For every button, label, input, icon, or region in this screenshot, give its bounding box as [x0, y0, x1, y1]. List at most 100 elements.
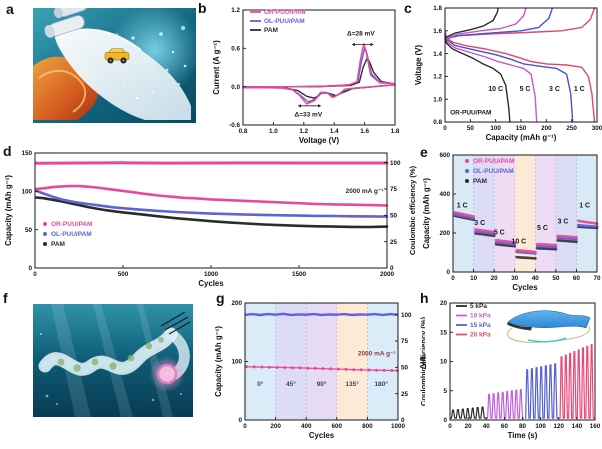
svg-text:3 C: 3 C: [474, 220, 485, 227]
pressure-response-chart: 0 20 40 60 80 100 120 140 160 0 5 10 15 20 Time (s) ΔI/…: [419, 300, 601, 440]
svg-text:100: 100: [390, 160, 401, 167]
svg-text:45°: 45°: [286, 380, 296, 388]
svg-text:Voltage (V): Voltage (V): [299, 136, 340, 145]
flexible-battery-sheet: [55, 29, 191, 121]
svg-text:Time (s): Time (s): [508, 431, 538, 440]
svg-text:200: 200: [270, 423, 281, 430]
svg-text:3 C: 3 C: [549, 86, 560, 93]
svg-text:70: 70: [593, 275, 601, 282]
rollers: [44, 8, 88, 38]
svg-text:1.6: 1.6: [433, 28, 442, 35]
svg-text:60: 60: [573, 275, 581, 282]
svg-text:400: 400: [301, 423, 312, 430]
svg-text:40: 40: [532, 275, 540, 282]
svg-text:15 kPa: 15 kPa: [470, 322, 491, 329]
svg-text:3 C: 3 C: [558, 219, 569, 226]
svg-text:150: 150: [516, 125, 527, 132]
svg-text:50: 50: [390, 212, 398, 219]
svg-text:0.6: 0.6: [231, 46, 240, 53]
svg-text:75: 75: [390, 186, 398, 193]
bubbles: [39, 332, 182, 405]
battery-rollout-illustration: [33, 8, 196, 123]
panel-label-d: d: [3, 143, 12, 159]
svg-text:400: 400: [439, 191, 450, 198]
svg-text:2000 mA g⁻¹: 2000 mA g⁻¹: [358, 351, 396, 358]
svg-text:15: 15: [440, 329, 448, 336]
panel-label-h: h: [420, 290, 429, 306]
bending-angle-cycling-chart: 0 200 400 600 800 100001002000255075100Coulom…: [214, 300, 425, 440]
svg-text:Δ=28 mV: Δ=28 mV: [347, 31, 375, 38]
svg-text:0.8: 0.8: [433, 119, 442, 126]
svg-text:60: 60: [501, 423, 509, 430]
svg-text:OL-PUU/PAM: OL-PUU/PAM: [51, 231, 92, 238]
svg-text:1000: 1000: [204, 271, 219, 278]
svg-text:ΔI/I₀: ΔI/I₀: [419, 353, 428, 369]
panel-label-g: g: [216, 290, 225, 306]
rate-capability-chart: 0 10 20 30 40 50 60 70 0 200 400 600 Cycles Capacity …: [422, 152, 601, 292]
svg-text:50: 50: [467, 125, 475, 132]
svg-text:Capacity (mAh g⁻¹): Capacity (mAh g⁻¹): [4, 175, 13, 246]
svg-text:Capacity (mAh g⁻¹): Capacity (mAh g⁻¹): [486, 133, 557, 142]
svg-text:5 C: 5 C: [520, 86, 531, 93]
svg-text:Cycles: Cycles: [198, 279, 224, 288]
svg-text:OR-PUU/PAM: OR-PUU/PAM: [264, 9, 305, 16]
svg-text:0.0: 0.0: [231, 84, 240, 91]
sensor-dark-edge: [507, 322, 532, 331]
svg-text:1500: 1500: [292, 271, 307, 278]
svg-text:10: 10: [470, 275, 478, 282]
svg-text:OR-PUU/PAM: OR-PUU/PAM: [473, 158, 514, 165]
svg-text:10 C: 10 C: [488, 86, 503, 93]
svg-text:20: 20: [440, 300, 448, 307]
svg-text:1000: 1000: [391, 423, 406, 430]
svg-text:0: 0: [243, 423, 247, 430]
svg-text:200: 200: [231, 300, 242, 307]
svg-text:PAM: PAM: [473, 178, 487, 185]
svg-text:Voltage (V): Voltage (V): [414, 45, 423, 86]
fiber-cross-section: [156, 363, 178, 385]
long-term-cycling-chart: 0 500 1000 1500 20000501001500255075100Coulo…: [4, 150, 417, 288]
svg-text:-0.6: -0.6: [229, 122, 240, 129]
svg-text:0: 0: [446, 269, 450, 276]
sensor-cyan-lead: [527, 337, 567, 343]
svg-text:Capacity (mAh g⁻¹): Capacity (mAh g⁻¹): [214, 326, 223, 397]
svg-text:0°: 0°: [257, 380, 264, 388]
svg-text:100: 100: [490, 125, 501, 132]
svg-text:1.4: 1.4: [330, 128, 339, 135]
flame-swirl: [38, 69, 87, 113]
svg-text:10 kPa: 10 kPa: [470, 313, 491, 320]
svg-text:25: 25: [401, 391, 409, 398]
svg-text:0: 0: [451, 275, 455, 282]
svg-text:Cycles: Cycles: [309, 431, 335, 440]
svg-text:0: 0: [443, 125, 447, 132]
svg-text:PAM: PAM: [51, 241, 65, 248]
svg-text:OR-PUU/PAM: OR-PUU/PAM: [51, 221, 92, 228]
svg-text:Δ=33 mV: Δ=33 mV: [295, 112, 323, 119]
svg-text:2000: 2000: [380, 271, 395, 278]
svg-text:OR-PUU/PAM: OR-PUU/PAM: [450, 110, 491, 117]
svg-text:150: 150: [21, 150, 32, 157]
svg-text:200: 200: [541, 125, 552, 132]
svg-text:5 C: 5 C: [537, 225, 548, 232]
panel-label-c: c: [404, 0, 412, 16]
svg-text:50: 50: [552, 275, 560, 282]
pressure-sensor-inset-illustration: [506, 310, 591, 343]
svg-text:0: 0: [238, 417, 242, 424]
svg-text:10: 10: [440, 359, 448, 366]
svg-text:5 C: 5 C: [494, 230, 505, 237]
svg-text:0: 0: [28, 265, 32, 272]
svg-text:1.0: 1.0: [269, 128, 278, 135]
svg-text:100: 100: [231, 359, 242, 366]
svg-text:1 C: 1 C: [457, 203, 468, 210]
svg-text:0: 0: [390, 265, 394, 272]
panel-label-f: f: [3, 290, 8, 306]
svg-text:250: 250: [566, 125, 577, 132]
electrode-wires: [160, 311, 191, 335]
svg-text:180°: 180°: [374, 380, 388, 388]
svg-text:1.2: 1.2: [433, 74, 442, 81]
svg-text:0: 0: [401, 417, 405, 424]
svg-text:0: 0: [448, 423, 452, 430]
svg-text:120: 120: [553, 423, 564, 430]
svg-text:30: 30: [511, 275, 519, 282]
svg-text:135°: 135°: [345, 380, 359, 388]
svg-text:75: 75: [401, 338, 409, 345]
